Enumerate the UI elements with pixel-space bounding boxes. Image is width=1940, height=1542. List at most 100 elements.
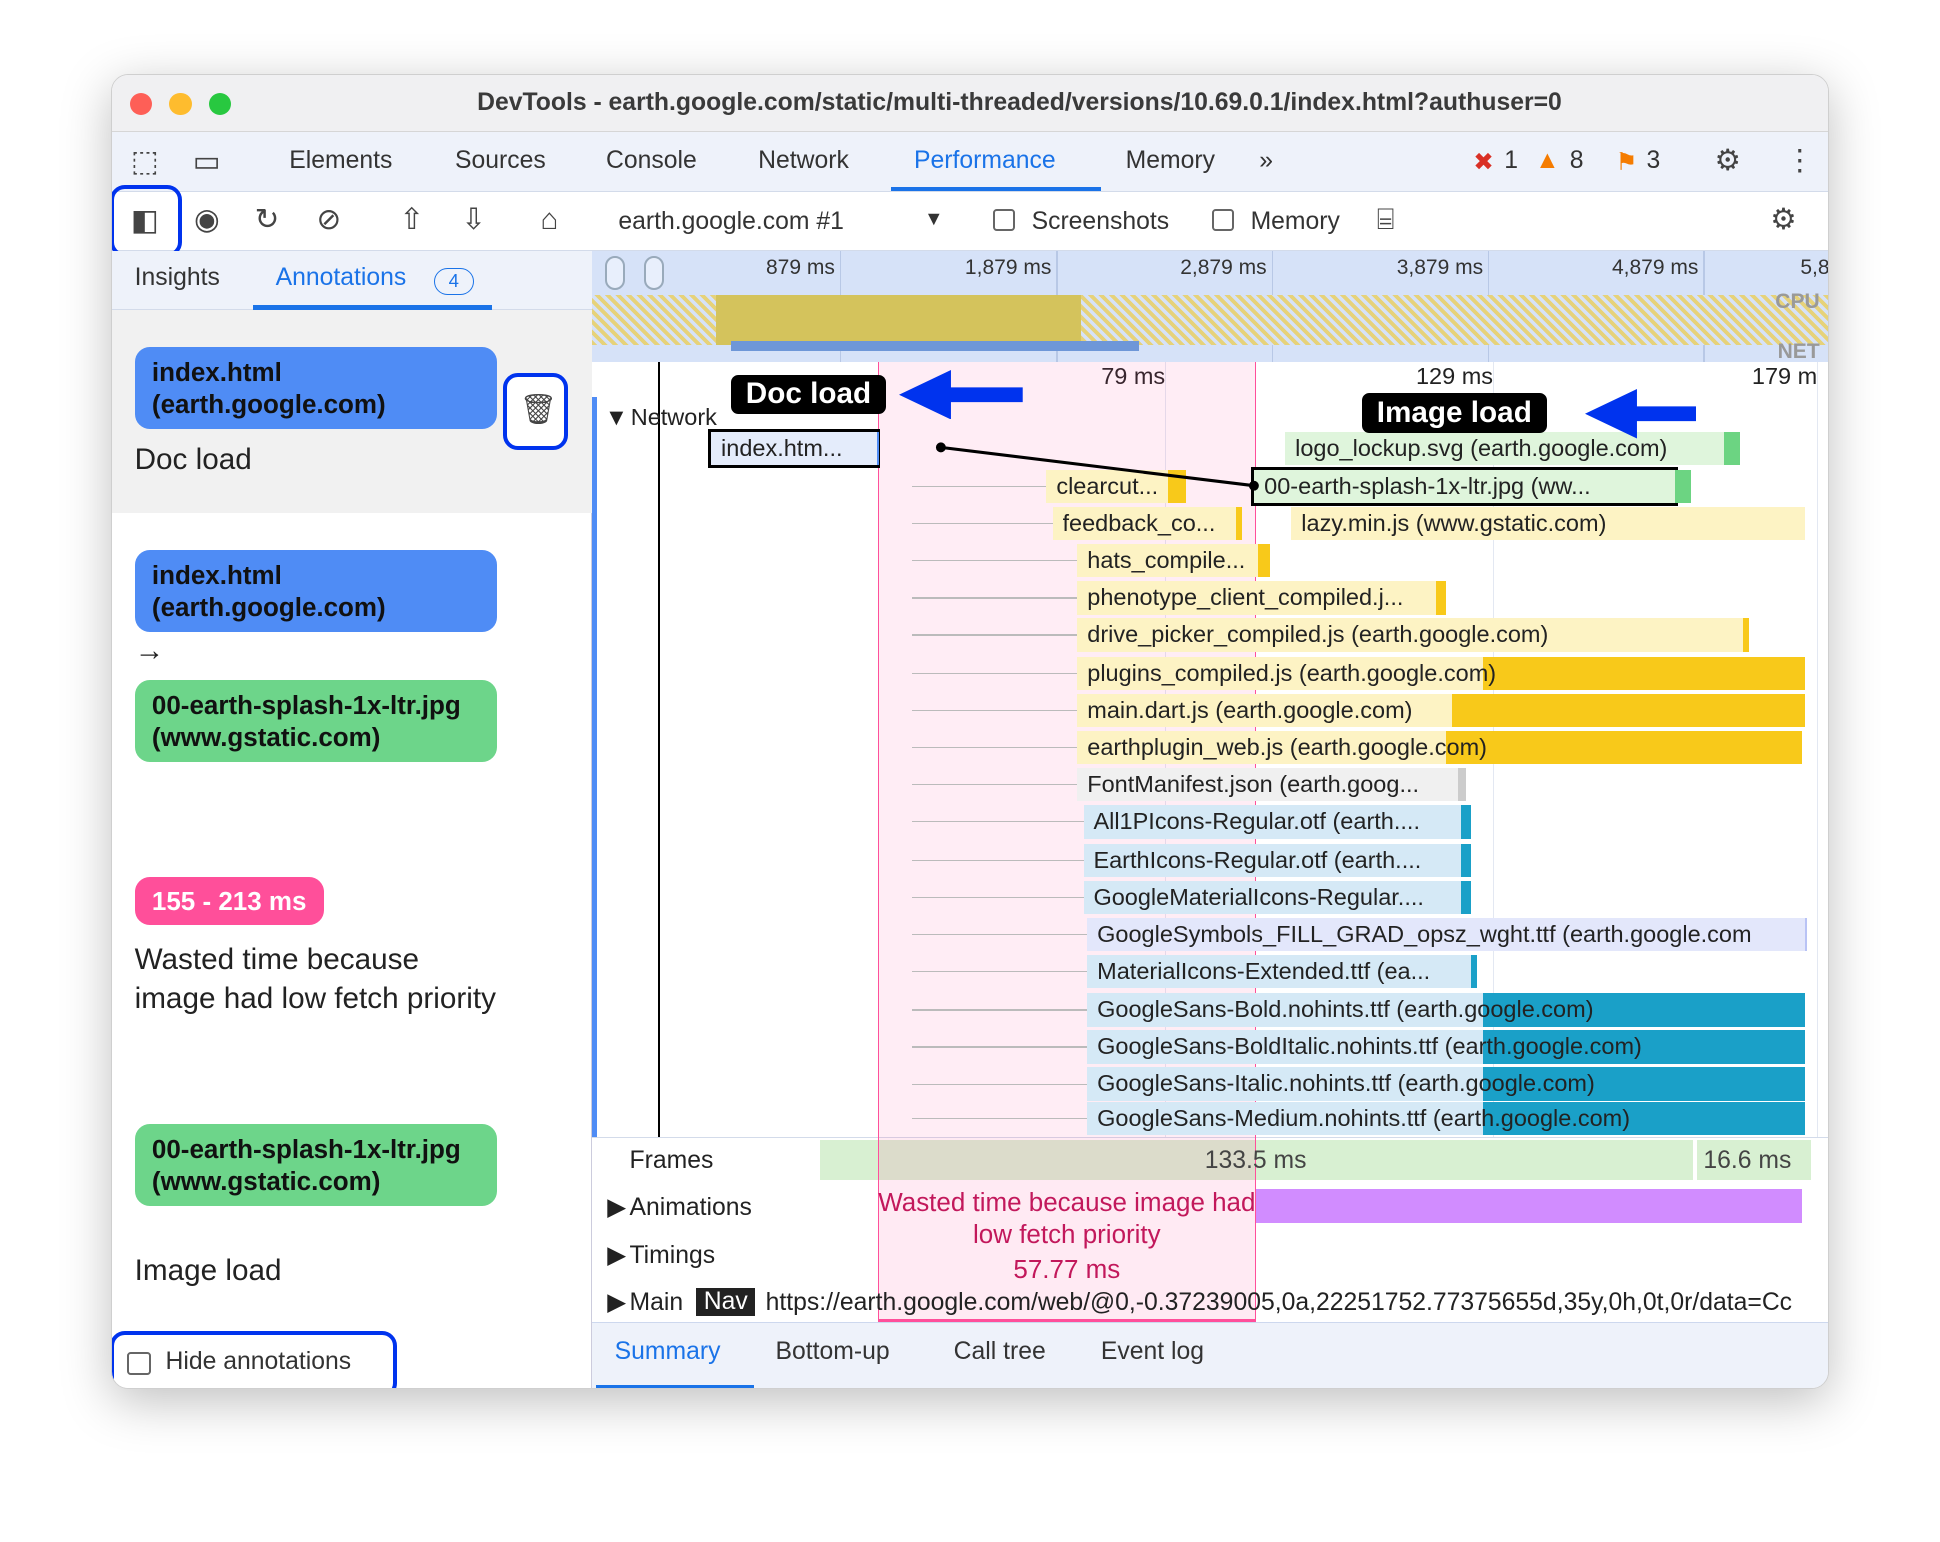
range-handle-left[interactable] (604, 255, 625, 291)
home-icon[interactable]: ⌂ (540, 203, 559, 237)
time-range-annotation[interactable] (878, 1136, 1256, 1323)
network-request-bar[interactable] (1083, 880, 1461, 914)
download-icon[interactable]: ⇩ (461, 203, 487, 237)
network-request-bar[interactable] (1077, 656, 1484, 691)
network-request-bar[interactable] (1087, 917, 1805, 952)
overview-tick-label: 4,879 ms (1611, 255, 1699, 279)
network-request-bar[interactable] (1083, 805, 1461, 839)
animations-track-label[interactable]: Animations (629, 1193, 752, 1221)
memory-checkbox[interactable] (1212, 208, 1235, 232)
network-request-bar[interactable] (1046, 469, 1168, 504)
timeline-overview[interactable]: 879 ms 1,879 ms 2,879 ms 3,879 ms 4,879 ms 5,… (592, 250, 1828, 363)
network-request-bar[interactable] (1087, 1102, 1484, 1136)
device-toolbar-icon[interactable]: ▭ (192, 144, 221, 178)
tab-sources[interactable]: Sources (455, 146, 546, 174)
network-request-bar[interactable] (1285, 431, 1725, 465)
issue-icon[interactable]: ⚑ (1615, 148, 1638, 176)
warning-icon[interactable]: ▲ (1535, 146, 1560, 174)
tab-bottom-up[interactable]: Bottom-up (775, 1338, 890, 1366)
network-request-bar[interactable] (1077, 618, 1743, 652)
annotation-entry-chip[interactable]: index.html (earth.google.com) (134, 347, 498, 430)
network-request-bar[interactable] (1077, 581, 1437, 615)
toggle-sidebar-icon[interactable]: ◧ (130, 204, 159, 238)
tab-performance[interactable]: Performance (914, 146, 1056, 174)
network-request-bar[interactable] (1077, 730, 1447, 765)
network-request-label: plugins_compiled.js (earth.google.com) (1087, 659, 1497, 686)
minimize-button[interactable] (169, 92, 192, 115)
tab-memory[interactable]: Memory (1125, 146, 1215, 174)
tab-elements[interactable]: Elements (289, 146, 393, 174)
upload-icon[interactable]: ⇧ (399, 203, 425, 237)
doc-load-callout[interactable]: Doc load (730, 374, 886, 415)
tab-annotations[interactable]: Annotations (275, 264, 407, 292)
expand-icon[interactable]: ▶ (607, 1193, 627, 1221)
tracks-area: Frames 133.5 ms 16.6 ms ▶ Animations ▶ T… (592, 1136, 1828, 1323)
frame-bar[interactable] (1697, 1140, 1811, 1181)
timeline-tick-label: 179 m (1751, 363, 1818, 390)
frame-duration: 16.6 ms (1703, 1146, 1792, 1174)
network-request-bar-download (1483, 993, 1805, 1027)
collapse-icon[interactable]: ▼ (604, 403, 628, 430)
reload-record-icon[interactable]: ↻ (254, 203, 280, 237)
capture-settings-icon[interactable]: ⚙ (1770, 203, 1797, 237)
annotation-entry-chip[interactable]: 00-earth-splash-1x-ltr.jpg (www.gstatic.… (134, 1124, 498, 1206)
network-request-bar[interactable] (1291, 506, 1805, 541)
network-request-bar[interactable] (708, 428, 880, 468)
network-request-bar[interactable] (1077, 768, 1459, 802)
annotation-link-to-chip[interactable]: 00-earth-splash-1x-ltr.jpg (www.gstatic.… (134, 680, 498, 762)
target-select[interactable]: earth.google.com #1 (618, 207, 844, 235)
zoom-button[interactable] (208, 92, 232, 115)
main-track-label[interactable]: Main (629, 1288, 684, 1316)
network-request-bar[interactable] (1083, 843, 1461, 877)
annotation-range-chip[interactable]: 155 - 213 ms (134, 876, 324, 926)
tab-event-log[interactable]: Event log (1100, 1338, 1204, 1366)
frames-track-label[interactable]: Frames (629, 1146, 714, 1174)
image-load-callout[interactable]: Image load (1361, 393, 1547, 433)
arrow-left-icon (1584, 389, 1696, 439)
more-tabs-icon[interactable]: » (1259, 146, 1273, 174)
network-request-bar[interactable] (1251, 466, 1678, 507)
network-request-bar[interactable] (1087, 1030, 1484, 1064)
screenshots-checkbox[interactable] (993, 208, 1016, 232)
network-request-bar[interactable] (1077, 693, 1453, 728)
frame-bar[interactable] (820, 1140, 1694, 1181)
tab-insights[interactable]: Insights (134, 264, 220, 292)
delete-annotation-button[interactable]: 🗑 (503, 373, 568, 451)
tab-summary[interactable]: Summary (614, 1338, 721, 1366)
network-flamechart[interactable]: 79 ms 129 ms 179 m ▼ Network index.htm... c… (592, 362, 1828, 1137)
animation-bar[interactable] (1255, 1188, 1803, 1224)
window-title: DevTools - earth.google.com/static/multi… (477, 88, 1562, 116)
garbage-collect-icon[interactable]: ⌸ (1376, 203, 1395, 237)
network-request-bar[interactable] (1087, 993, 1484, 1027)
network-request-bar[interactable] (1087, 954, 1471, 989)
tab-network[interactable]: Network (758, 146, 849, 174)
error-count[interactable]: 1 (1504, 146, 1518, 174)
expand-icon[interactable]: ▶ (607, 1288, 627, 1316)
request-wait-line (911, 896, 1084, 898)
network-request-bar[interactable] (1087, 1067, 1484, 1101)
timings-track-label[interactable]: Timings (629, 1241, 716, 1269)
settings-gear-icon[interactable]: ⚙ (1714, 143, 1742, 177)
more-options-icon[interactable]: ⋮ (1785, 143, 1815, 177)
main-track-url[interactable]: https://earth.google.com/web/@0,-0.37239… (765, 1288, 1793, 1316)
clear-icon[interactable]: ⊘ (316, 203, 342, 237)
tab-console[interactable]: Console (605, 146, 697, 174)
issue-count[interactable]: 3 (1646, 146, 1661, 174)
request-wait-line (911, 1083, 1088, 1085)
network-request-bar[interactable] (1052, 506, 1236, 541)
network-track-label[interactable]: Network (630, 403, 717, 430)
network-request-label: 00-earth-splash-1x-ltr.jpg (ww... (1264, 472, 1591, 499)
annotation-link-from-chip[interactable]: index.html (earth.google.com) (134, 550, 498, 632)
record-icon[interactable]: ◉ (193, 203, 220, 237)
range-handle-right[interactable] (644, 255, 665, 291)
expand-icon[interactable]: ▶ (607, 1241, 627, 1269)
tab-call-tree[interactable]: Call tree (953, 1338, 1046, 1366)
hide-annotations-checkbox[interactable] (127, 1351, 151, 1376)
close-button[interactable] (129, 92, 152, 115)
network-request-bar[interactable] (1077, 544, 1258, 578)
inspect-element-icon[interactable]: ⬚ (130, 144, 159, 178)
network-request-label: hats_compile... (1087, 547, 1246, 574)
chevron-down-icon[interactable]: ▼ (923, 207, 944, 230)
error-icon[interactable]: ✖ (1473, 148, 1494, 176)
warning-count[interactable]: 8 (1569, 146, 1584, 174)
